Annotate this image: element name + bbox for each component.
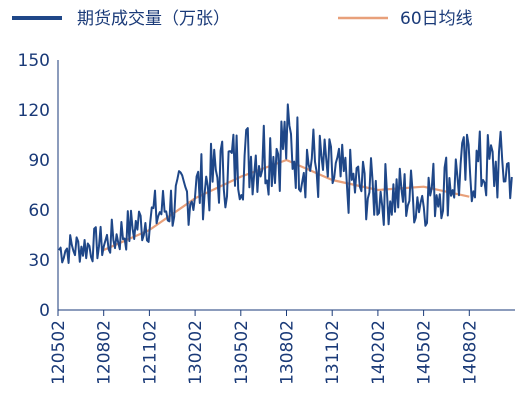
x-tick-label: 140802: [460, 320, 480, 385]
y-tick-label: 30: [28, 251, 50, 271]
plot-area: [58, 103, 513, 264]
x-tick-label: 131102: [323, 320, 343, 385]
x-tick-label: 121102: [140, 320, 160, 385]
series-line-ma60: [103, 158, 470, 252]
x-tick-label: 130802: [278, 320, 298, 385]
legend-label-ma60: 60日均线: [400, 9, 473, 29]
y-tick-label: 60: [28, 201, 50, 221]
x-tick-label: 130202: [186, 320, 206, 385]
x-tick-label: 140502: [415, 320, 435, 385]
y-tick-label: 90: [28, 151, 50, 171]
x-tick-label: 120802: [95, 320, 115, 385]
x-axis: 120502 120802 121102 130202 130502 130802 1311…: [49, 309, 515, 385]
y-tick-label: 0: [39, 301, 50, 321]
legend: 期货成交量（万张） 60日均线: [12, 9, 473, 29]
x-tick-label: 120502: [49, 320, 69, 385]
legend-label-volume: 期货成交量（万张）: [77, 9, 230, 29]
y-axis: 0 30 60 90 120 150: [18, 51, 59, 321]
x-tick-label: 140202: [369, 320, 389, 385]
x-tick-label: 130502: [232, 320, 252, 385]
y-tick-label: 120: [18, 101, 50, 121]
y-tick-label: 150: [18, 51, 50, 71]
series-line-volume: [58, 103, 513, 264]
